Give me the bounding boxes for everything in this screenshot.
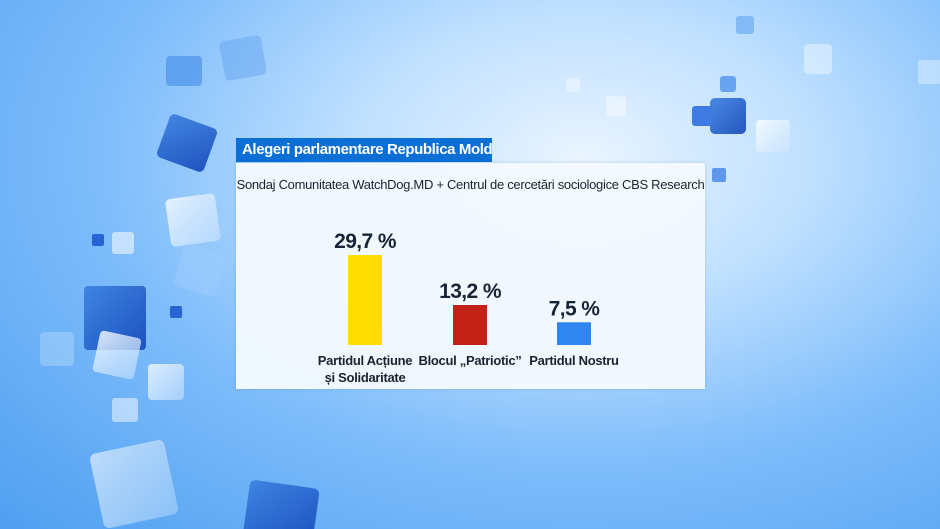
chart-panel: Sondaj Comunitatea WatchDog.MD + Centrul… — [236, 163, 705, 389]
title-banner: Alegeri parlamentare Republica Moldova — [236, 138, 492, 162]
category-label-1-line-2: și Solidaritate — [325, 370, 406, 385]
value-label-1: 29,7 % — [334, 230, 397, 253]
category-label-2-line-1: Blocul „Patriotic” — [419, 353, 522, 368]
bar-3 — [557, 322, 591, 345]
bar-2 — [453, 305, 487, 345]
bar-1 — [348, 255, 382, 345]
category-label-3-line-1: Partidul Nostru — [529, 353, 619, 368]
bar-chart: 29,7 % Partidul Acțiune și Solidaritate 13,… — [318, 230, 620, 385]
category-label-1-line-1: Partidul Acțiune — [318, 353, 412, 368]
chart-subtitle: Sondaj Comunitatea WatchDog.MD + Centrul… — [236, 177, 705, 192]
value-label-3: 7,5 % — [549, 297, 601, 320]
value-label-2: 13,2 % — [439, 280, 502, 303]
